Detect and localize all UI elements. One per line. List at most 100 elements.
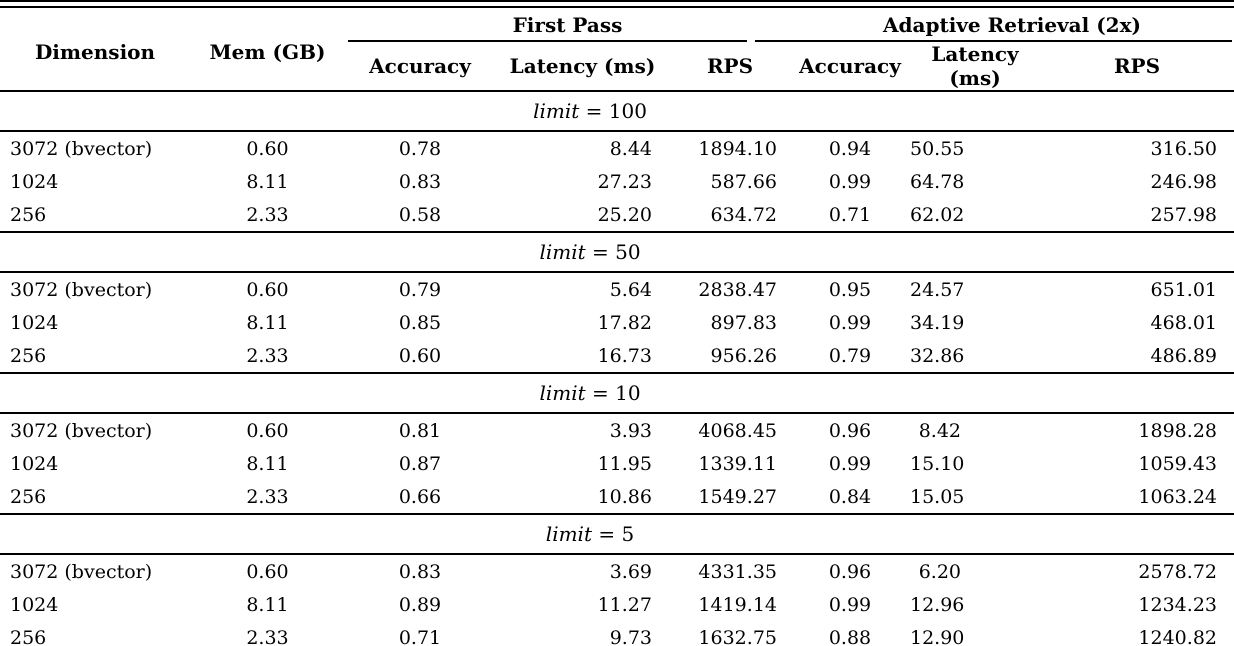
table-row: 256 2.33 0.66 10.86 1549.27 0.84 15.05 1063.24 <box>0 480 1234 514</box>
cell-ar-rps: 2578.72 <box>1138 560 1217 583</box>
col-header-dimension: Dimension <box>0 8 190 92</box>
cell-ar-latency: 12.90 <box>910 626 965 646</box>
cell-ar-latency: 24.57 <box>910 278 965 301</box>
cell-ar-accuracy: 0.99 <box>828 452 872 475</box>
cell-ar-accuracy: 0.96 <box>828 560 872 583</box>
cell-fp-latency: 8.44 <box>609 137 652 160</box>
cell-ar-accuracy: 0.88 <box>828 626 872 646</box>
cell-mem: 8.11 <box>246 170 289 193</box>
header-group-row: Dimension Mem (GB) First Pass Adaptive R… <box>0 8 1234 92</box>
cell-dimension: 3072 (bvector) <box>10 560 153 583</box>
cell-ar-accuracy: 0.79 <box>828 344 872 367</box>
section-limit-label: limit = 50 <box>0 231 1234 273</box>
cell-fp-accuracy: 0.58 <box>398 203 442 226</box>
cell-ar-rps: 1234.23 <box>1138 593 1217 616</box>
cell-ar-latency: 8.42 <box>918 419 961 442</box>
cell-fp-rps: 897.83 <box>710 311 777 334</box>
table-row: 1024 8.11 0.89 11.27 1419.14 0.99 12.96 1234.23 <box>0 588 1234 621</box>
table-row: 256 2.33 0.58 25.20 634.72 0.71 62.02 257.98 <box>0 198 1234 232</box>
section-limit-label: limit = 10 <box>0 372 1234 414</box>
cell-ar-accuracy: 0.84 <box>828 485 872 508</box>
cell-fp-rps: 4331.35 <box>698 560 777 583</box>
cell-dimension: 3072 (bvector) <box>10 278 153 301</box>
cell-fp-accuracy: 0.66 <box>398 485 442 508</box>
table-row: 256 2.33 0.60 16.73 956.26 0.79 32.86 486.89 <box>0 339 1234 373</box>
cell-fp-latency: 17.82 <box>597 311 652 334</box>
sub-header-fp-accuracy: Accuracy <box>345 42 495 92</box>
cell-mem: 8.11 <box>246 593 289 616</box>
cell-fp-latency: 10.86 <box>597 485 652 508</box>
cell-ar-rps: 246.98 <box>1150 170 1217 193</box>
cell-dimension: 3072 (bvector) <box>10 137 153 160</box>
cell-dimension: 1024 <box>10 170 59 193</box>
cell-ar-latency: 34.19 <box>910 311 965 334</box>
cell-mem: 8.11 <box>246 311 289 334</box>
cell-ar-accuracy: 0.99 <box>828 593 872 616</box>
section-header-row: limit = 50 <box>0 231 1234 273</box>
cell-ar-latency: 50.55 <box>910 137 965 160</box>
benchmark-table: Dimension Mem (GB) First Pass Adaptive R… <box>0 8 1234 646</box>
cell-ar-accuracy: 0.95 <box>828 278 872 301</box>
section-limit-label: limit = 5 <box>0 513 1234 555</box>
cell-fp-accuracy: 0.60 <box>398 344 442 367</box>
cell-dimension: 256 <box>10 344 47 367</box>
table-row: 256 2.33 0.71 9.73 1632.75 0.88 12.90 1240.82 <box>0 621 1234 646</box>
top-rule-outer <box>0 0 1234 2</box>
cell-ar-rps: 486.89 <box>1150 344 1217 367</box>
table-row: 3072 (bvector) 0.60 0.78 8.44 1894.10 0.94 50.… <box>0 131 1234 165</box>
cell-ar-rps: 1059.43 <box>1138 452 1217 475</box>
cell-dimension: 1024 <box>10 452 59 475</box>
header-sub-row: Accuracy Latency (ms) RPS Accuracy Laten… <box>0 42 1234 92</box>
cell-dimension: 256 <box>10 626 47 646</box>
cell-fp-accuracy: 0.87 <box>398 452 442 475</box>
cell-fp-latency: 11.27 <box>597 593 652 616</box>
limit-word: limit <box>545 522 592 546</box>
cell-fp-accuracy: 0.79 <box>398 278 442 301</box>
table-header: Dimension Mem (GB) First Pass Adaptive R… <box>0 8 1234 92</box>
cell-ar-rps: 1063.24 <box>1138 485 1217 508</box>
cell-ar-latency: 62.02 <box>910 203 965 226</box>
cell-fp-rps: 1549.27 <box>698 485 777 508</box>
section-header-row: limit = 100 <box>0 90 1234 132</box>
cell-mem: 2.33 <box>246 203 289 226</box>
cell-fp-rps: 4068.45 <box>698 419 777 442</box>
cell-ar-accuracy: 0.99 <box>828 170 872 193</box>
cell-fp-rps: 2838.47 <box>698 278 777 301</box>
table-row: 3072 (bvector) 0.60 0.79 5.64 2838.47 0.95 24.… <box>0 272 1234 306</box>
cell-ar-rps: 1898.28 <box>1138 419 1217 442</box>
cell-ar-latency: 6.20 <box>918 560 961 583</box>
table-row: 1024 8.11 0.87 11.95 1339.11 0.99 15.10 1059.43 <box>0 447 1234 480</box>
cell-ar-rps: 468.01 <box>1150 311 1217 334</box>
cell-ar-accuracy: 0.94 <box>828 137 872 160</box>
group-header-first-pass: First Pass <box>345 8 790 42</box>
cell-ar-latency: 15.05 <box>910 485 965 508</box>
cell-dimension: 3072 (bvector) <box>10 419 153 442</box>
cell-fp-latency: 16.73 <box>597 344 652 367</box>
table-row: 1024 8.11 0.85 17.82 897.83 0.99 34.19 468.01 <box>0 306 1234 339</box>
cell-ar-latency: 15.10 <box>910 452 965 475</box>
cell-fp-latency: 25.20 <box>597 203 652 226</box>
cell-mem: 0.60 <box>246 278 289 301</box>
cell-ar-accuracy: 0.99 <box>828 311 872 334</box>
cell-fp-latency: 3.69 <box>609 560 652 583</box>
cell-mem: 2.33 <box>246 626 289 646</box>
sub-header-ar-accuracy: Accuracy <box>790 42 910 92</box>
cell-dimension: 256 <box>10 203 47 226</box>
table-body: limit = 100 3072 (bvector) 0.60 0.78 8.44 189… <box>0 90 1234 646</box>
cell-fp-rps: 956.26 <box>710 344 777 367</box>
section-header-row: limit = 10 <box>0 372 1234 414</box>
cell-dimension: 256 <box>10 485 47 508</box>
section-header-row: limit = 5 <box>0 513 1234 555</box>
cell-fp-accuracy: 0.83 <box>398 170 442 193</box>
cell-mem: 2.33 <box>246 485 289 508</box>
cell-ar-rps: 257.98 <box>1150 203 1217 226</box>
cell-fp-latency: 11.95 <box>597 452 652 475</box>
cell-ar-accuracy: 0.96 <box>828 419 872 442</box>
table-row: 3072 (bvector) 0.60 0.81 3.93 4068.45 0.96 8.4… <box>0 413 1234 447</box>
cell-fp-accuracy: 0.71 <box>398 626 442 646</box>
cell-fp-latency: 3.93 <box>609 419 652 442</box>
cell-ar-rps: 1240.82 <box>1138 626 1217 646</box>
cell-ar-latency: 64.78 <box>910 170 965 193</box>
cell-fp-accuracy: 0.83 <box>398 560 442 583</box>
